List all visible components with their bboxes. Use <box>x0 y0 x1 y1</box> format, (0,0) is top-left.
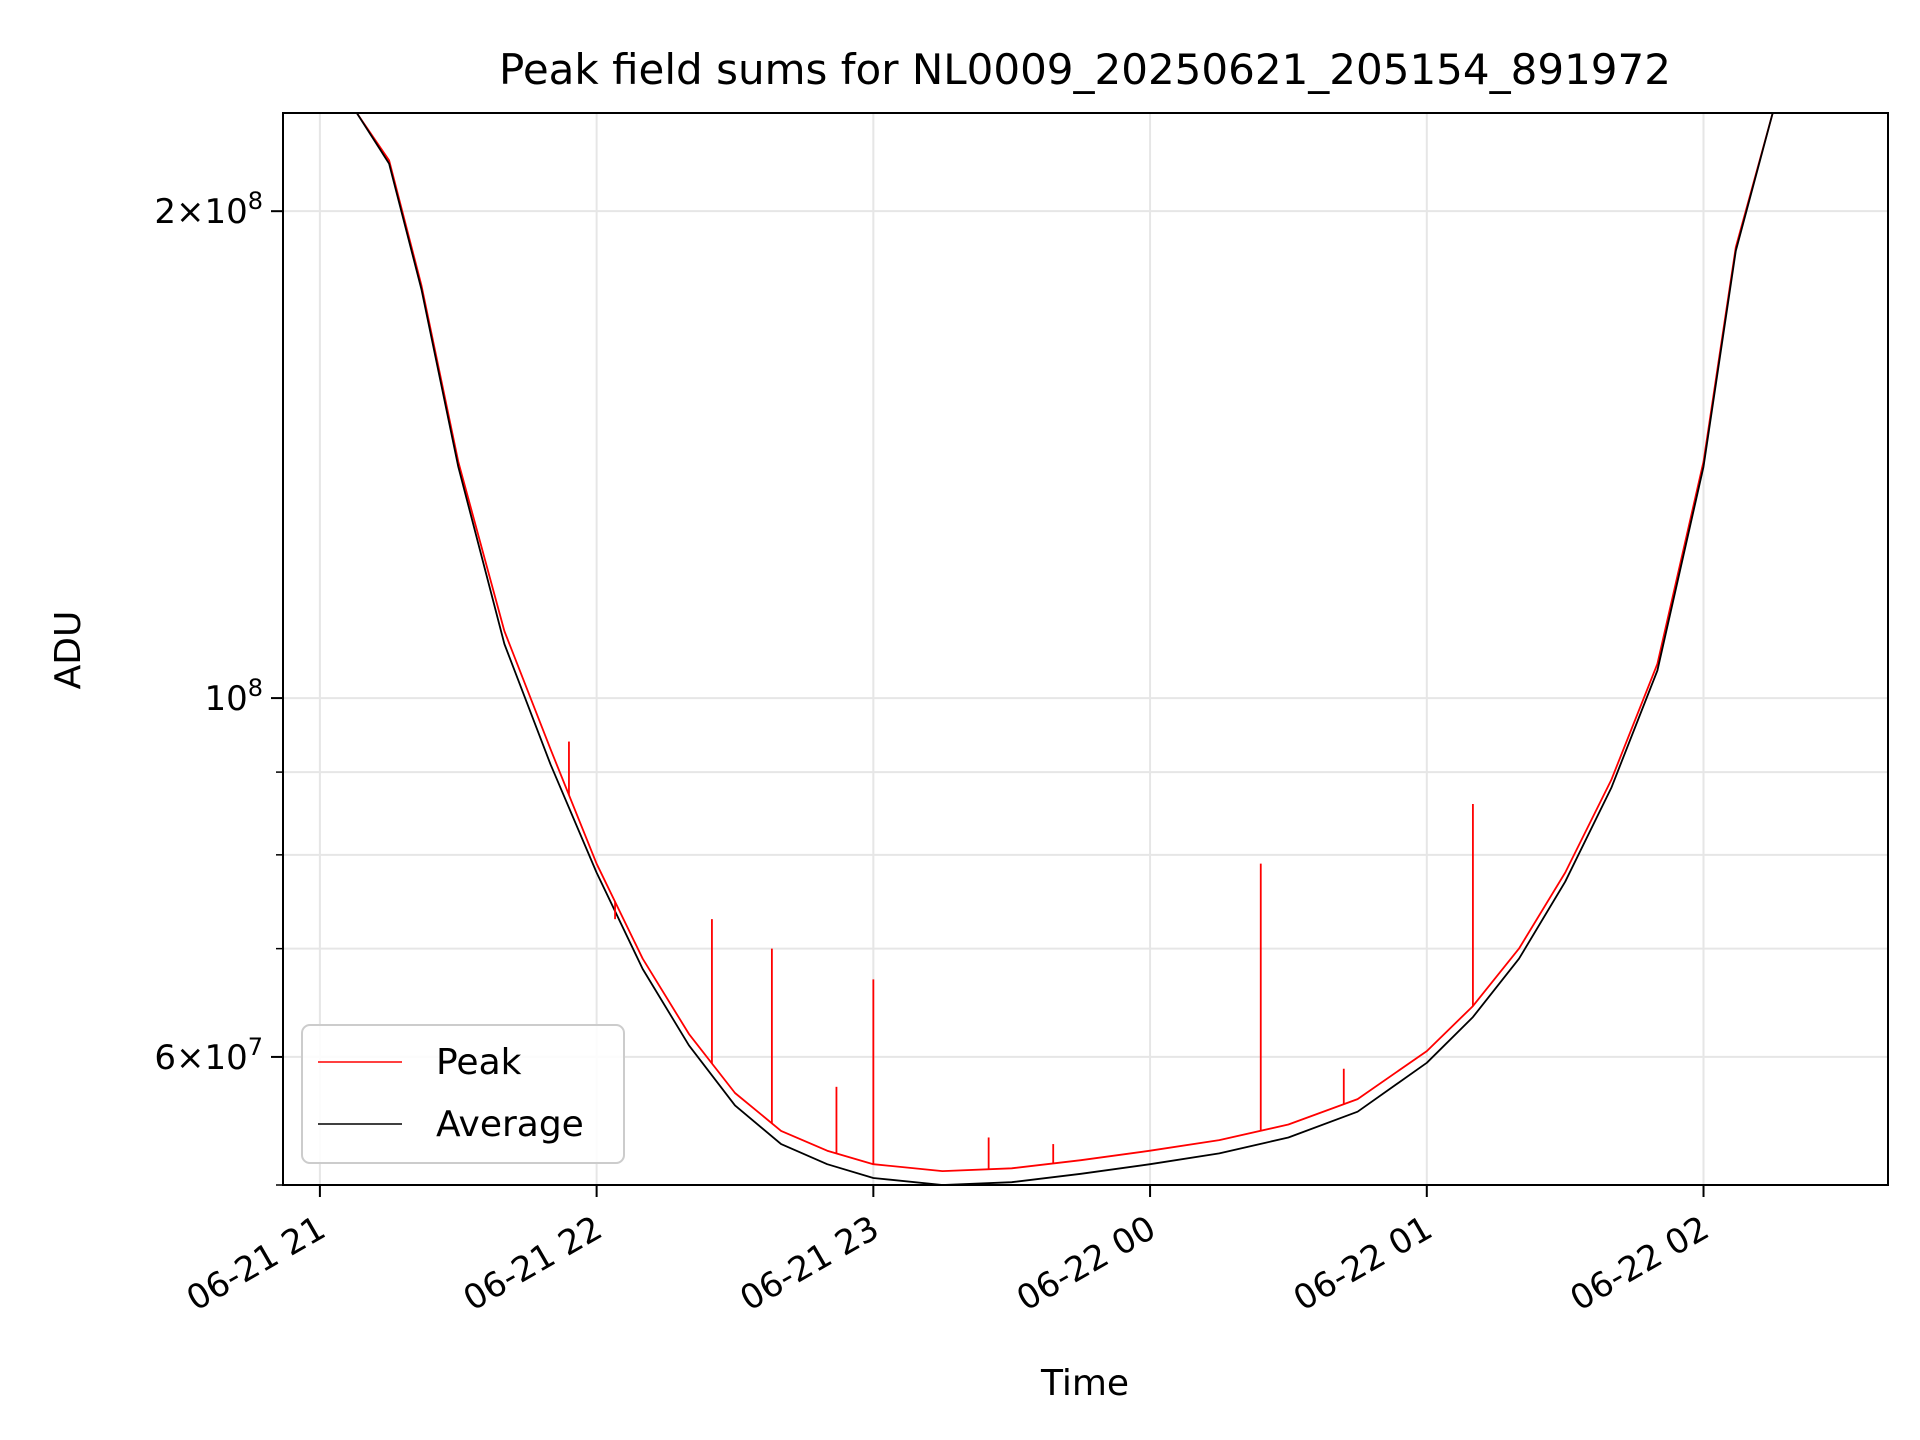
x-axis-label: Time <box>1040 1363 1129 1404</box>
legend-label-average: Average <box>436 1104 584 1145</box>
legend-box <box>301 1024 625 1164</box>
series-line-average <box>283 113 1888 1185</box>
y-axis-label: ADU <box>48 611 89 690</box>
legend-label-peak: Peak <box>436 1042 522 1083</box>
y-axis: 6×107 108 2×108 <box>154 187 283 1186</box>
y-tick-label-0: 6×107 <box>154 1033 263 1078</box>
series-line-peak <box>283 113 1888 1172</box>
y-tick-label-2: 2×108 <box>154 187 263 232</box>
plot-frame <box>282 112 1889 1186</box>
series-layer <box>283 113 1888 1185</box>
legend: Peak Average <box>301 1024 625 1164</box>
chart-title: Peak field sums for NL0009_20250621_2051… <box>499 45 1671 94</box>
y-tick-label-1: 108 <box>204 674 263 719</box>
